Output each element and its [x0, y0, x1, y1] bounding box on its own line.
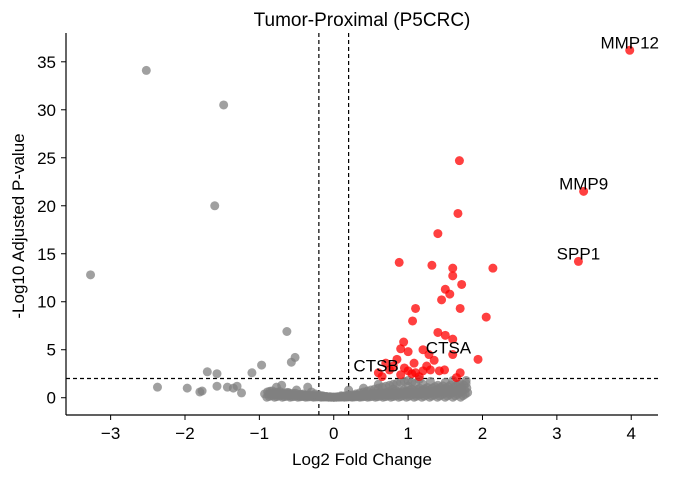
gene-label: MMP12	[600, 33, 659, 52]
x-tick-label: −3	[101, 424, 120, 443]
data-point	[440, 330, 450, 340]
y-tick-label: 15	[37, 245, 56, 264]
x-axis-label: Log2 Fold Change	[292, 450, 432, 469]
y-axis-label: -Log10 Adjusted P-value	[9, 133, 28, 318]
data-point	[408, 316, 418, 326]
data-point	[422, 361, 432, 371]
x-tick-label: −2	[175, 424, 194, 443]
data-point	[440, 377, 450, 387]
data-point	[473, 354, 483, 364]
data-point	[292, 385, 302, 395]
data-point	[445, 289, 455, 299]
data-point	[448, 271, 458, 281]
data-point	[202, 367, 212, 377]
data-point	[437, 295, 447, 305]
data-point	[290, 352, 300, 362]
data-point	[448, 334, 458, 344]
data-point	[448, 263, 458, 273]
data-point	[197, 386, 207, 396]
data-point	[461, 375, 471, 385]
data-point	[457, 279, 467, 289]
data-point	[579, 186, 589, 196]
plot-area: MMP12 MMP9 SPP1 CTSA CTSB −3 −2 −1 0 1 2 3 4 0 5 10 15 20…	[37, 33, 659, 443]
data-point	[425, 376, 435, 386]
x-tick-label: 0	[329, 424, 338, 443]
data-point	[381, 358, 391, 368]
data-point	[282, 326, 292, 336]
gene-label: MMP9	[559, 174, 608, 193]
data-point	[392, 354, 402, 364]
data-point	[427, 260, 437, 270]
data-point	[219, 100, 229, 110]
y-tick-label: 5	[47, 341, 56, 360]
gene-label: CTSB	[353, 357, 398, 376]
data-point	[344, 385, 354, 395]
data-point	[182, 383, 192, 393]
data-point	[373, 379, 383, 389]
data-point	[141, 65, 151, 75]
data-point	[403, 347, 413, 357]
data-point	[388, 384, 398, 394]
data-point	[433, 229, 443, 239]
data-point	[424, 350, 434, 360]
x-tick-label: 3	[552, 424, 561, 443]
data-point	[453, 208, 463, 218]
data-point	[409, 358, 419, 368]
y-tick-label: 30	[37, 101, 56, 120]
data-point	[448, 350, 458, 360]
data-point	[212, 381, 222, 391]
data-point	[377, 372, 387, 382]
data-point	[247, 368, 257, 378]
data-point	[152, 382, 162, 392]
x-tick-label: 2	[478, 424, 487, 443]
data-point	[299, 391, 309, 401]
y-tick-label: 0	[47, 389, 56, 408]
data-point	[86, 270, 96, 280]
y-tick-label: 10	[37, 293, 56, 312]
x-tick-label: 4	[626, 424, 635, 443]
x-tick-label: −1	[250, 424, 269, 443]
data-point	[625, 45, 635, 55]
data-point	[403, 381, 413, 391]
data-point	[481, 312, 491, 322]
chart-title: Tumor-Proximal (P5CRC)	[254, 10, 471, 31]
data-point	[237, 388, 247, 398]
gene-label: CTSA	[426, 338, 472, 357]
data-point	[396, 344, 406, 354]
data-point	[284, 388, 294, 398]
y-tick-label: 25	[37, 149, 56, 168]
data-point	[488, 263, 498, 273]
data-point	[210, 201, 220, 211]
data-point	[385, 365, 395, 375]
data-point	[454, 156, 464, 166]
data-point	[429, 355, 439, 365]
y-tick-label: 20	[37, 197, 56, 216]
data-point	[433, 327, 443, 337]
y-tick-label: 35	[37, 53, 56, 72]
data-point	[212, 369, 222, 379]
data-point	[257, 360, 267, 370]
data-point	[232, 381, 242, 391]
data-point	[358, 383, 368, 393]
data-point	[399, 363, 409, 373]
data-point	[399, 337, 409, 347]
data-point	[396, 370, 406, 380]
data-point	[260, 389, 270, 399]
data-point	[451, 373, 461, 383]
data-point	[440, 365, 450, 375]
data-point	[573, 256, 583, 266]
x-tick-label: 1	[403, 424, 412, 443]
data-point	[277, 380, 287, 390]
data-point	[455, 303, 465, 313]
data-point	[463, 388, 473, 398]
gene-label: SPP1	[557, 244, 600, 263]
data-point	[411, 303, 421, 313]
data-point	[433, 380, 443, 390]
data-point	[394, 257, 404, 267]
